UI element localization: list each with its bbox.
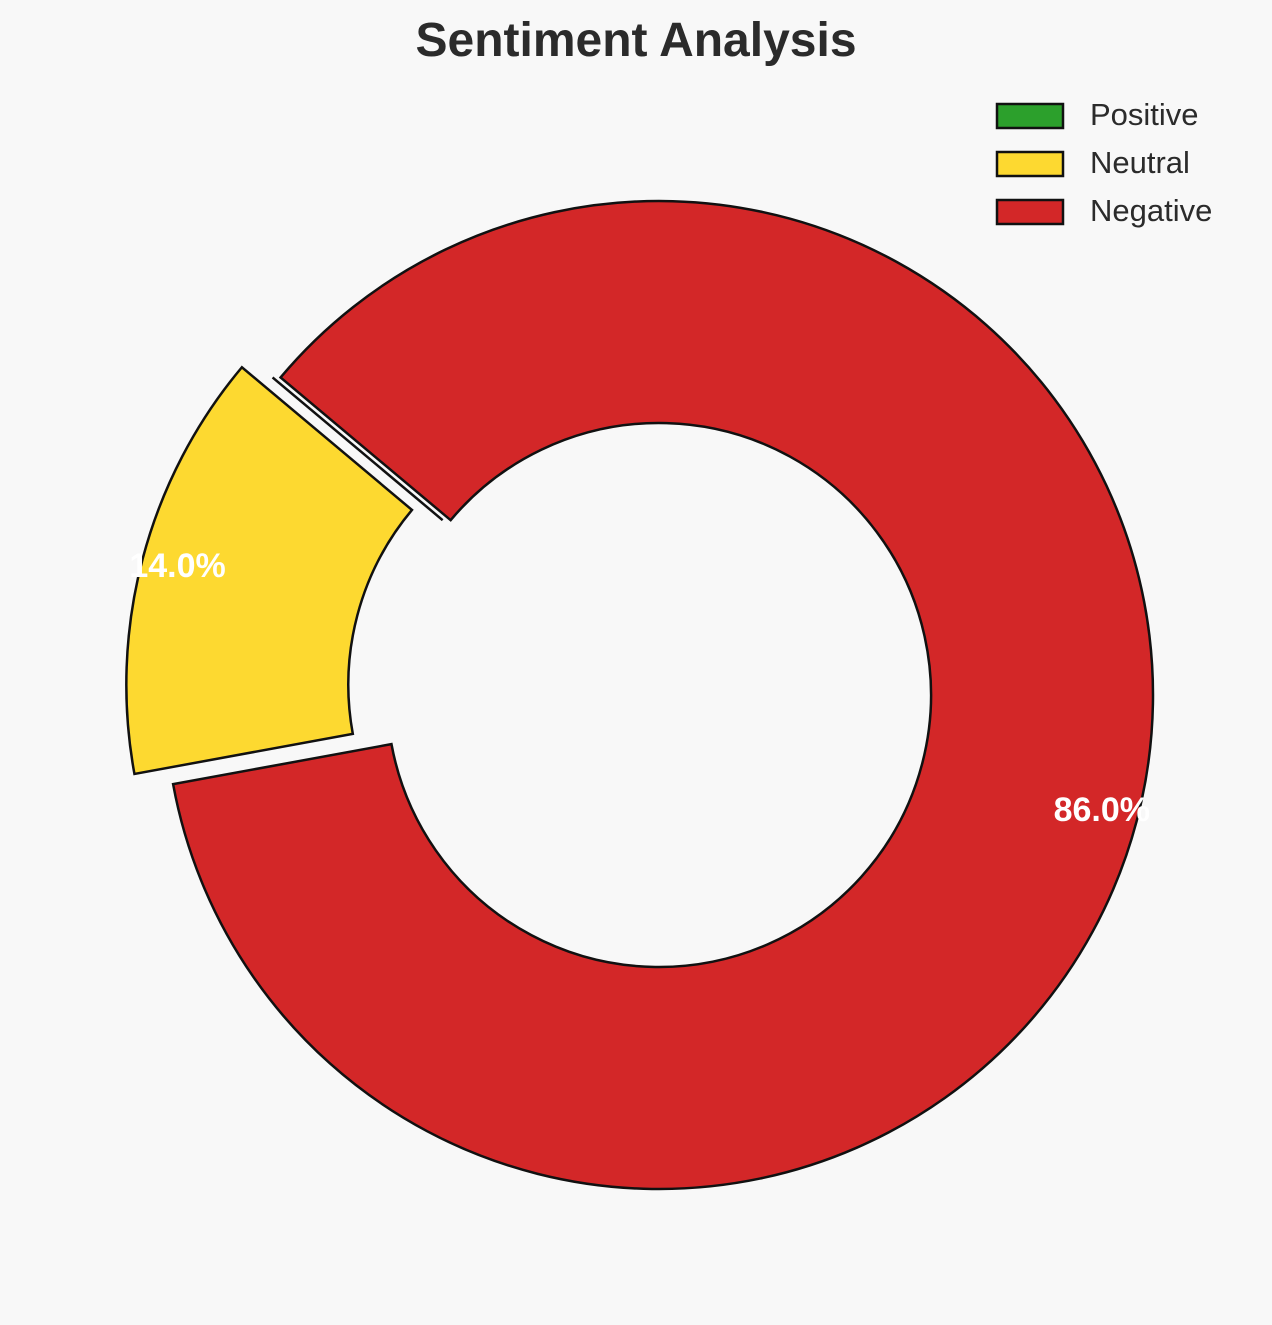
- slice-label-negative: 86.0%: [1054, 791, 1150, 829]
- legend-label-positive: Positive: [1090, 97, 1199, 132]
- legend: Positive Neutral Negative: [995, 97, 1212, 228]
- slice-positive: [271, 376, 444, 522]
- legend-label-negative: Negative: [1090, 193, 1212, 228]
- legend-swatch-positive: [995, 102, 1065, 130]
- legend-swatch-negative: [995, 198, 1065, 226]
- chart-title: Sentiment Analysis: [415, 14, 856, 67]
- slice-labels: 14.0% 86.0%: [129, 547, 1150, 829]
- legend-swatch-neutral: [995, 150, 1065, 178]
- slices: [125, 199, 1155, 1191]
- slice-label-neutral: 14.0%: [129, 547, 225, 585]
- legend-label-neutral: Neutral: [1090, 145, 1190, 180]
- slice-neutral: [125, 365, 414, 776]
- slice-negative: [171, 199, 1155, 1191]
